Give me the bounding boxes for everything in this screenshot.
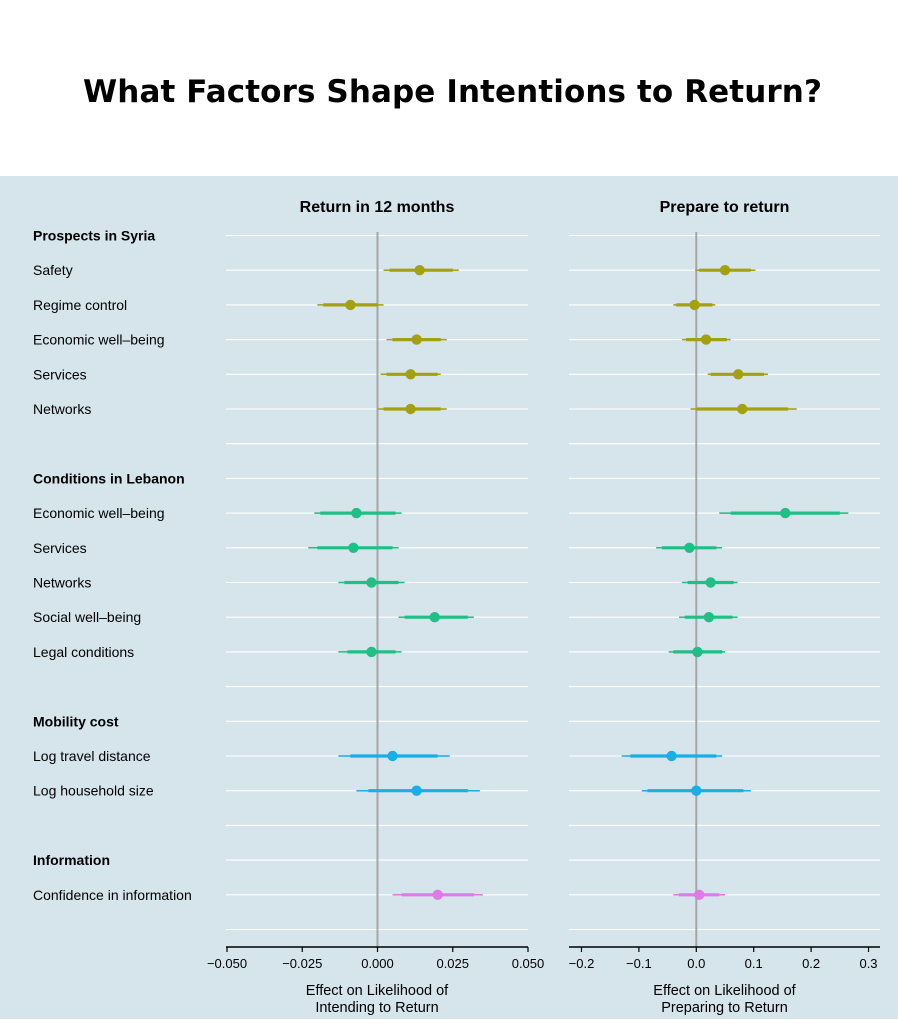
point-estimate xyxy=(411,334,422,345)
point-estimate xyxy=(405,403,416,415)
row-label: Confidence in information xyxy=(33,887,192,903)
point-estimate xyxy=(348,542,359,553)
point-estimate xyxy=(733,369,744,380)
point-estimate xyxy=(414,265,425,276)
row-label: Safety xyxy=(33,262,73,278)
point-estimate xyxy=(693,889,705,900)
row-label: Networks xyxy=(33,575,91,591)
point-estimate xyxy=(700,334,712,345)
point-estimate xyxy=(432,889,443,900)
group-heading: Information xyxy=(33,852,110,868)
x-tick-label: −0.050 xyxy=(207,956,247,971)
point-estimate xyxy=(429,612,440,623)
point-estimate xyxy=(345,299,356,311)
x-tick-label: 0.025 xyxy=(436,956,469,971)
row-label: Log household size xyxy=(33,783,154,799)
point-estimate xyxy=(780,507,791,519)
x-tick-label: 0.050 xyxy=(512,956,545,971)
row-label: Social well–being xyxy=(33,609,141,625)
group-heading: Prospects in Syria xyxy=(33,228,155,244)
facet-2: Prepare to return −0.2 −0.1 0.0 0.1 0.2 0.3 Eff… xyxy=(569,199,880,1016)
row-label: Log travel distance xyxy=(33,748,151,764)
row-label: Services xyxy=(33,540,87,556)
point-estimate xyxy=(684,542,695,553)
point-estimate xyxy=(405,369,416,380)
point-estimate xyxy=(351,507,362,519)
x-tick-label: 0.0 xyxy=(687,956,705,971)
coefficient-plot: Prospects in Syria Safety Regime control Ec… xyxy=(33,199,880,1016)
x-tick-label: 0.2 xyxy=(802,956,820,971)
point-estimate xyxy=(703,612,715,623)
x-tick-label: 0.3 xyxy=(859,956,877,971)
point-estimate xyxy=(366,646,377,658)
facet-title: Prepare to return xyxy=(660,199,790,216)
page-title: What Factors Shape Intentions to Return? xyxy=(83,74,823,110)
point-estimate xyxy=(705,577,716,588)
group-heading: Conditions in Lebanon xyxy=(33,470,185,486)
facet-1: Return in 12 months −0.050 −0.025 0.000 0.02… xyxy=(207,199,544,1016)
x-tick-label: 0.000 xyxy=(361,956,394,971)
row-label: Networks xyxy=(33,401,91,417)
point-estimate xyxy=(719,265,731,276)
point-estimate xyxy=(666,750,677,762)
row-label: Regime control xyxy=(33,297,127,313)
point-estimate xyxy=(411,785,422,796)
row-label: Economic well–being xyxy=(33,505,165,521)
point-estimate xyxy=(737,403,748,415)
x-tick-label: −0.025 xyxy=(282,956,322,971)
x-tick-label: −0.2 xyxy=(569,956,595,971)
row-label: Services xyxy=(33,366,87,382)
x-tick-label: −0.1 xyxy=(626,956,652,971)
point-estimate xyxy=(366,577,377,588)
point-estimate xyxy=(689,299,700,311)
point-estimate xyxy=(692,646,703,658)
point-estimate xyxy=(387,750,398,762)
row-label: Economic well–being xyxy=(33,332,165,348)
group-heading: Mobility cost xyxy=(33,713,119,729)
facet-title: Return in 12 months xyxy=(300,199,455,216)
chart-panel: Prospects in Syria Safety Regime control Ec… xyxy=(0,176,898,1019)
x-axis-label: Effect on Likelihood of Intending to Retu… xyxy=(306,983,449,1016)
point-estimate xyxy=(691,785,702,796)
row-label: Legal conditions xyxy=(33,644,134,660)
x-tick-label: 0.1 xyxy=(745,956,763,971)
x-axis-label: Effect on Likelihood of Preparing to Retu… xyxy=(653,983,796,1016)
